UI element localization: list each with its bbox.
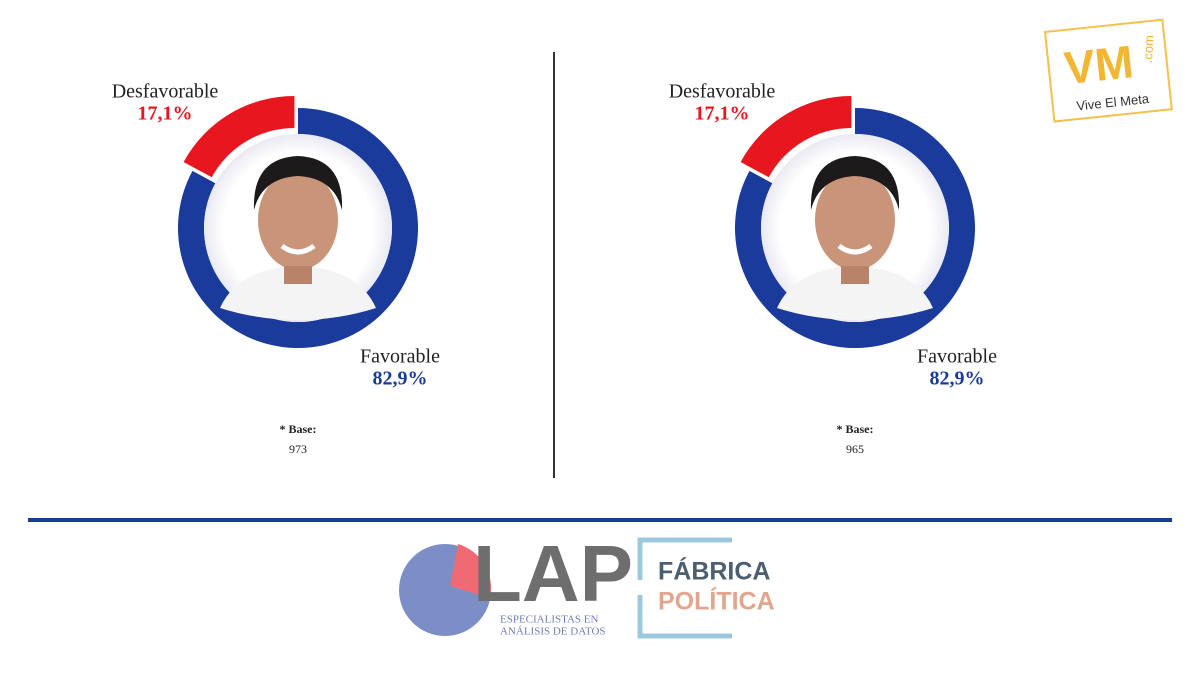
category-label: Favorable (360, 346, 440, 368)
value-label: 82,9% (373, 368, 428, 390)
vive-logo: VM .com Vive El Meta (1043, 18, 1173, 123)
base-label: * Base: (280, 422, 317, 436)
logo-frame (1043, 18, 1173, 123)
logo-domain: .com (1140, 35, 1157, 64)
photo (204, 134, 392, 322)
base-label: * Base: (837, 422, 874, 436)
category-label: Desfavorable (112, 81, 219, 103)
lap-icon-slice (450, 544, 492, 598)
fabrica-logo: FÁBRICA POLÍTICA (637, 537, 775, 639)
base-value: 973 (289, 442, 307, 456)
photo (761, 134, 949, 322)
donut-segment (183, 95, 295, 178)
donut-segment (740, 95, 852, 178)
category-label: Favorable (917, 346, 997, 368)
fabrica-frame (637, 537, 732, 639)
fabrica-line: POLÍTICA (658, 587, 775, 616)
lap-name: LAP (473, 529, 633, 618)
value-label: 82,9% (930, 368, 985, 390)
logo-mark: VM (1062, 35, 1136, 94)
lap-logo: LAP ESPECIALISTAS EN ANÁLISIS DE DATOS (399, 529, 633, 638)
value-label: 17,1% (138, 103, 193, 125)
base-value: 965 (846, 442, 864, 456)
lap-tagline: ANÁLISIS DE DATOS (500, 626, 606, 638)
category-label: Desfavorable (669, 81, 776, 103)
lap-tagline: ESPECIALISTAS EN (500, 614, 598, 626)
fabrica-line: FÁBRICA (658, 557, 771, 586)
value-label: 17,1% (695, 103, 750, 125)
